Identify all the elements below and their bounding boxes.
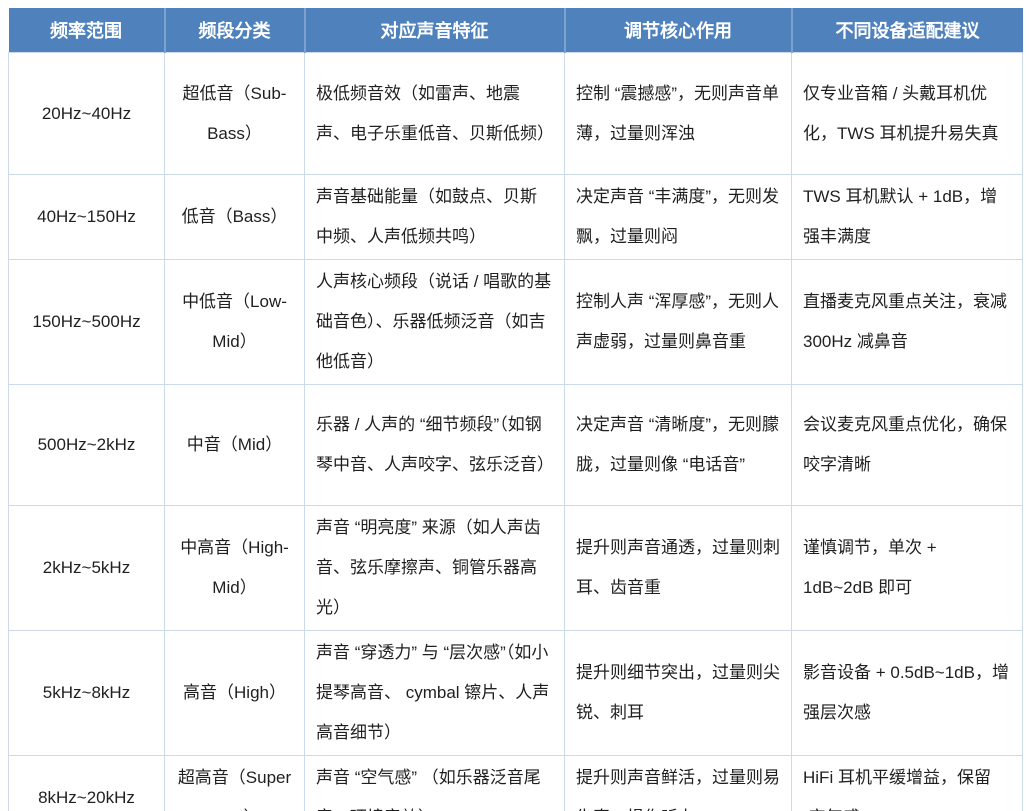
cell-device-advice: 直播麦克风重点关注，衰减 300Hz 减鼻音 [791,259,1023,385]
cell-device-advice: 会议麦克风重点优化，确保咬字清晰 [791,384,1023,506]
cell-adjust-effect: 提升则声音鲜活，过量则易失真、损伤听力 [564,755,792,811]
cell-frequency-range: 150Hz~500Hz [8,259,165,385]
cell-adjust-effect: 控制人声 “浑厚感”，无则人声虚弱，过量则鼻音重 [564,259,792,385]
cell-band-category: 中低音（Low-Mid） [164,259,305,385]
table-row: 40Hz~150Hz 低音（Bass） 声音基础能量（如鼓点、贝斯中频、人声低频… [8,174,1023,260]
cell-band-category: 低音（Bass） [164,174,305,260]
cell-device-advice: 影音设备 + 0.5dB~1dB，增强层次感 [791,630,1023,756]
cell-frequency-range: 5kHz~8kHz [8,630,165,756]
cell-adjust-effect: 控制 “震撼感”，无则声音单薄，过量则浑浊 [564,52,792,175]
table-row: 5kHz~8kHz 高音（High） 声音 “穿透力” 与 “层次感”（如小提琴… [8,630,1023,756]
cell-band-category: 超低音（Sub-Bass） [164,52,305,175]
eq-frequency-table: 频率范围 频段分类 对应声音特征 调节核心作用 不同设备适配建议 20Hz~40… [8,8,1023,811]
cell-sound-feature: 人声核心频段（说话 / 唱歌的基础音色）、乐器低频泛音（如吉他低音） [304,259,565,385]
cell-device-advice: 谨慎调节，单次 + 1dB~2dB 即可 [791,505,1023,631]
cell-adjust-effect: 提升则声音通透，过量则刺耳、齿音重 [564,505,792,631]
cell-device-advice: TWS 耳机默认 + 1dB，增强丰满度 [791,174,1023,260]
cell-frequency-range: 40Hz~150Hz [8,174,165,260]
header-frequency-range: 频率范围 [8,8,166,53]
table-row: 500Hz~2kHz 中音（Mid） 乐器 / 人声的 “细节频段”（如钢琴中音… [8,384,1023,506]
cell-adjust-effect: 决定声音 “丰满度”，无则发飘，过量则闷 [564,174,792,260]
cell-sound-feature: 声音基础能量（如鼓点、贝斯中频、人声低频共鸣） [304,174,565,260]
cell-frequency-range: 20Hz~40Hz [8,52,165,175]
cell-band-category: 高音（High） [164,630,305,756]
cell-adjust-effect: 提升则细节突出，过量则尖锐、刺耳 [564,630,792,756]
header-sound-feature: 对应声音特征 [304,8,566,53]
cell-frequency-range: 2kHz~5kHz [8,505,165,631]
cell-device-advice: HiFi 耳机平缓增益，保留 “空气感” [791,755,1023,811]
header-band-category: 频段分类 [164,8,306,53]
header-adjust-effect: 调节核心作用 [564,8,793,53]
cell-sound-feature: 声音 “明亮度” 来源（如人声齿音、弦乐摩擦声、铜管乐器高光） [304,505,565,631]
table-row: 8kHz~20kHz 超高音（Super High） 声音 “空气感” （如乐器… [8,755,1023,811]
table-row: 20Hz~40Hz 超低音（Sub-Bass） 极低频音效（如雷声、地震声、电子… [8,52,1023,175]
cell-device-advice: 仅专业音箱 / 头戴耳机优化，TWS 耳机提升易失真 [791,52,1023,175]
cell-adjust-effect: 决定声音 “清晰度”，无则朦胧，过量则像 “电话音” [564,384,792,506]
cell-sound-feature: 乐器 / 人声的 “细节频段”（如钢琴中音、人声咬字、弦乐泛音） [304,384,565,506]
table-row: 150Hz~500Hz 中低音（Low-Mid） 人声核心频段（说话 / 唱歌的… [8,259,1023,385]
cell-sound-feature: 声音 “空气感” （如乐器泛音尾音、环境音效） [304,755,565,811]
cell-frequency-range: 8kHz~20kHz [8,755,165,811]
cell-band-category: 超高音（Super High） [164,755,305,811]
cell-band-category: 中音（Mid） [164,384,305,506]
table-row: 2kHz~5kHz 中高音（High-Mid） 声音 “明亮度” 来源（如人声齿… [8,505,1023,631]
cell-sound-feature: 声音 “穿透力” 与 “层次感”（如小提琴高音、 cymbal 镲片、人声高音细… [304,630,565,756]
header-row: 频率范围 频段分类 对应声音特征 调节核心作用 不同设备适配建议 [8,8,1023,53]
header-device-advice: 不同设备适配建议 [791,8,1023,53]
cell-frequency-range: 500Hz~2kHz [8,384,165,506]
cell-band-category: 中高音（High-Mid） [164,505,305,631]
cell-sound-feature: 极低频音效（如雷声、地震声、电子乐重低音、贝斯低频） [304,52,565,175]
